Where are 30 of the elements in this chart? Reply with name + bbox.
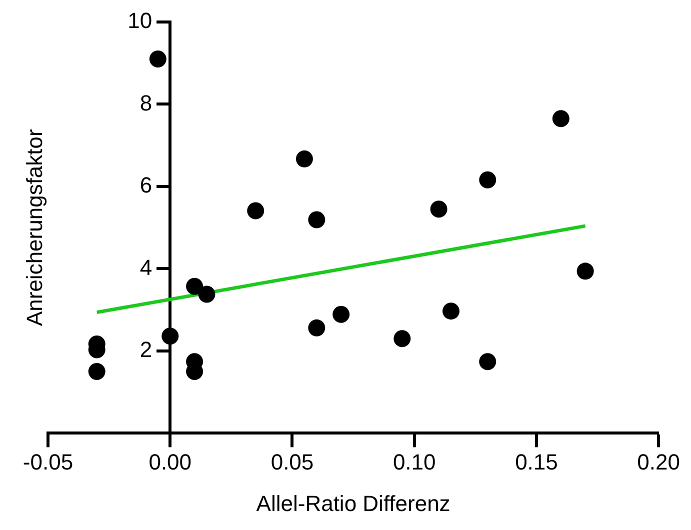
point	[149, 50, 166, 68]
x-tick-label: 0.20	[637, 449, 680, 474]
x-tick-label: 0.00	[148, 449, 192, 474]
point	[308, 319, 326, 336]
point	[88, 363, 106, 380]
y-tick-label: 4	[140, 254, 152, 280]
y-tick-label: 8	[140, 90, 152, 116]
y-tick-label: 10	[128, 8, 152, 34]
point	[308, 211, 326, 228]
x-tick-label: -0.05	[22, 449, 74, 474]
y-tick-label: 6	[140, 172, 152, 198]
point	[394, 330, 411, 348]
point	[552, 110, 570, 128]
x-axis-title: Allel-Ratio Differenz	[256, 490, 450, 516]
x-tick-label: 0.15	[515, 449, 558, 474]
y-tick-label: 2	[140, 337, 152, 362]
point	[162, 328, 179, 345]
x-tick-label: 0.10	[392, 449, 436, 474]
point	[479, 171, 496, 188]
point	[576, 262, 594, 280]
point	[430, 200, 448, 218]
y-axis-title: Anreicherungsfaktor	[22, 129, 48, 326]
point	[186, 278, 204, 295]
point	[296, 150, 313, 168]
point	[442, 302, 460, 320]
point	[247, 202, 264, 220]
x-tick-label: 0.05	[270, 449, 314, 474]
point	[332, 306, 350, 323]
point	[198, 286, 216, 303]
point	[479, 353, 496, 370]
